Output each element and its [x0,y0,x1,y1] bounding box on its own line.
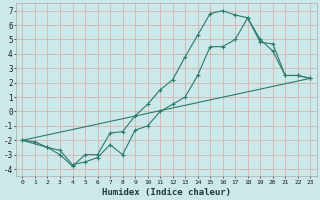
X-axis label: Humidex (Indice chaleur): Humidex (Indice chaleur) [102,188,231,197]
